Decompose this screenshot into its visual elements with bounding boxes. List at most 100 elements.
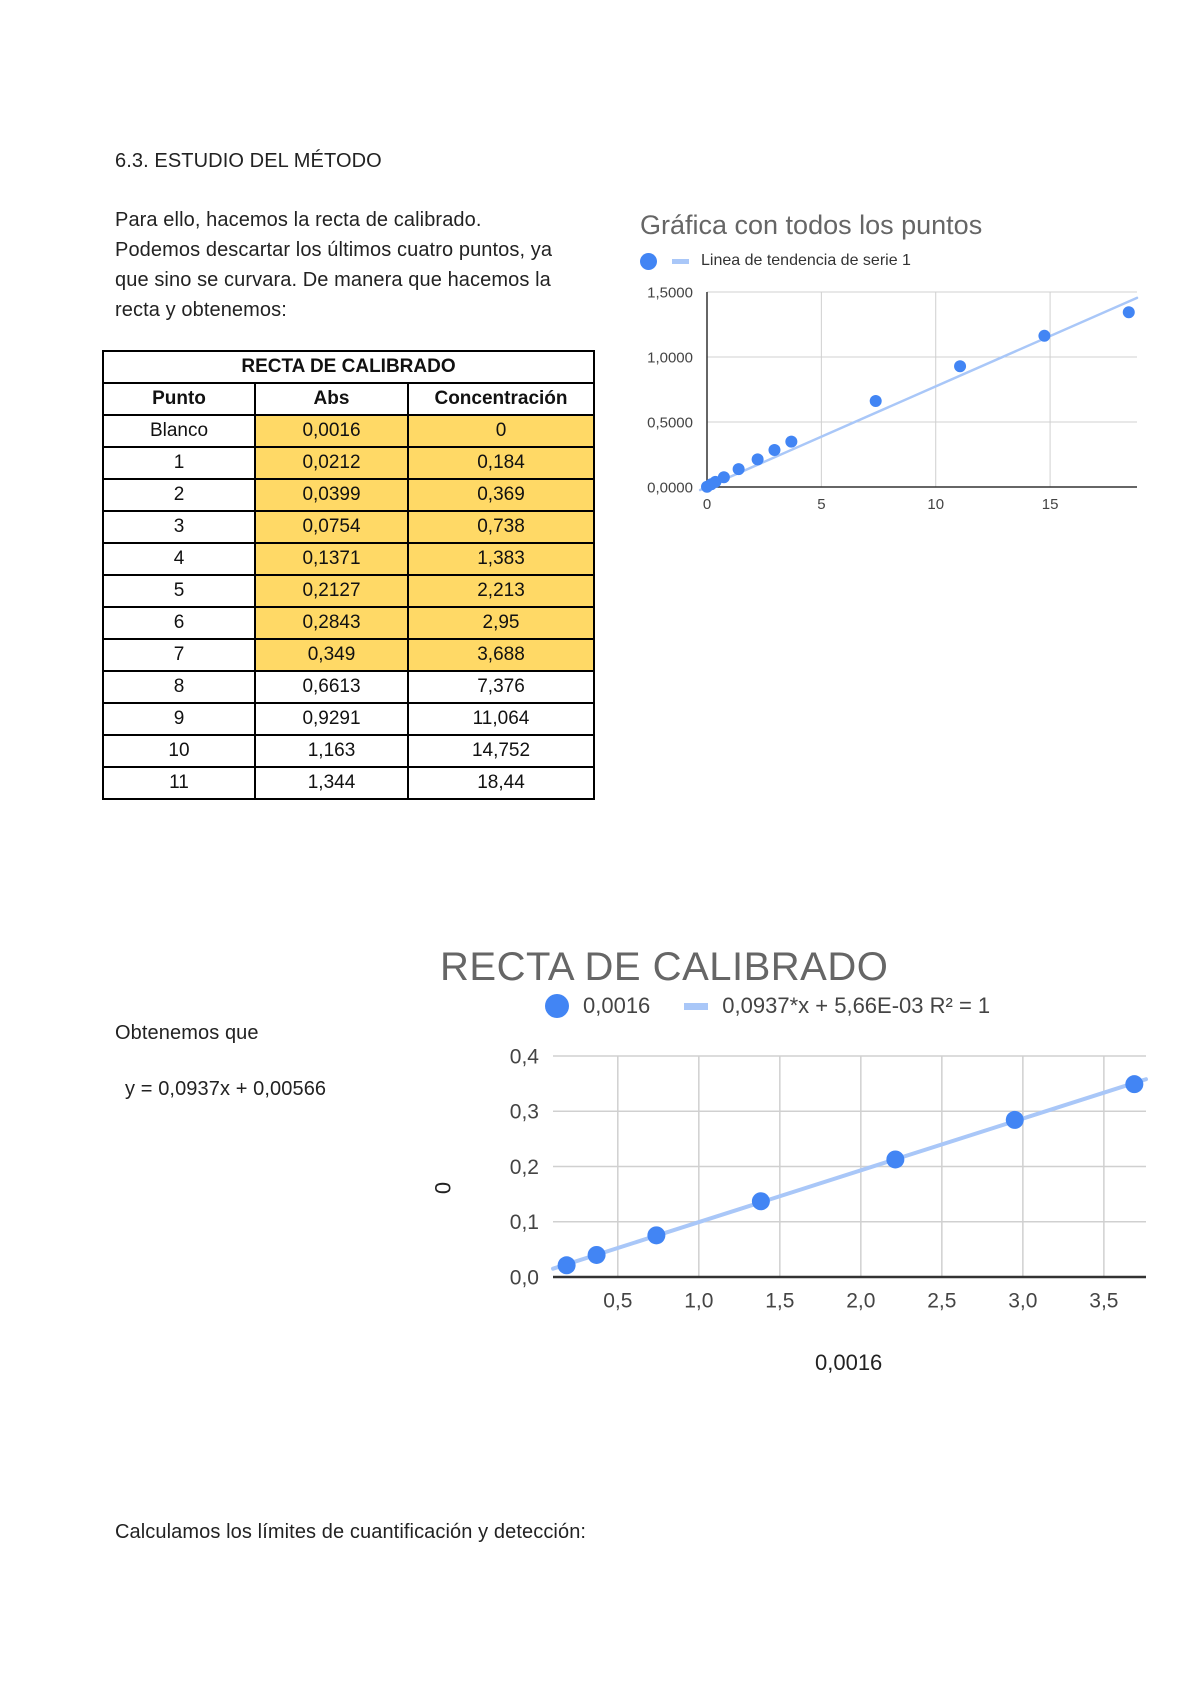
- y-tick-label: 0,2: [510, 1156, 539, 1179]
- data-point: [1038, 329, 1051, 342]
- cell-abs: 0,0754: [254, 510, 409, 544]
- y-tick-label: 0,0000: [647, 479, 693, 496]
- cell-punto: 3: [102, 510, 256, 544]
- chart2-legend: 0,0016 0,0937*x + 5,66E-03 R² = 1: [545, 993, 990, 1019]
- cell-abs: 0,0399: [254, 478, 409, 512]
- x-tick-label: 0: [703, 496, 711, 513]
- chart2-y-axis-title: 0: [430, 1181, 456, 1195]
- y-tick-label: 1,0000: [647, 349, 693, 366]
- table-row: 6 0,2843 2,95: [102, 606, 595, 640]
- y-tick-label: 0,0: [510, 1266, 539, 1289]
- cell-abs: 0,1371: [254, 542, 409, 576]
- data-point: [768, 444, 781, 457]
- x-tick-label: 1,0: [684, 1289, 713, 1312]
- intro-paragraph: Para ello, hacemos la recta de calibrado…: [115, 205, 615, 325]
- table-title: RECTA DE CALIBRADO: [102, 350, 595, 384]
- x-tick-label: 5: [817, 496, 825, 513]
- paragraph-line: que sino se curvara. De manera que hacem…: [115, 269, 551, 291]
- data-point: [717, 471, 730, 484]
- data-point: [869, 395, 882, 408]
- x-tick-label: 3,0: [1008, 1289, 1037, 1312]
- cell-conc: 18,44: [407, 766, 595, 800]
- series-dot-icon: [640, 252, 657, 270]
- cell-conc: 0: [407, 414, 595, 448]
- cell-abs: 0,2843: [254, 606, 409, 640]
- cell-abs: 0,0212: [254, 446, 409, 480]
- cell-punto: 4: [102, 542, 256, 576]
- table-row: Blanco 0,0016 0: [102, 414, 595, 448]
- table-row: 7 0,349 3,688: [102, 638, 595, 672]
- x-tick-label: 0,5: [603, 1289, 632, 1312]
- data-point: [1125, 1075, 1144, 1094]
- data-point: [647, 1226, 666, 1245]
- cell-conc: 0,184: [407, 446, 595, 480]
- calibration-table: RECTA DE CALIBRADO Punto Abs Concentraci…: [102, 350, 595, 800]
- cell-conc: 14,752: [407, 734, 595, 768]
- paragraph-line: recta y obtenemos:: [115, 299, 287, 321]
- cell-conc: 2,95: [407, 606, 595, 640]
- series-dot-icon: [545, 994, 569, 1018]
- trendline: [551, 1077, 1148, 1271]
- cell-punto: 6: [102, 606, 256, 640]
- y-tick-label: 0,3: [510, 1101, 539, 1124]
- data-point: [751, 453, 764, 466]
- table-row: 9 0,9291 11,064: [102, 702, 595, 736]
- data-point: [751, 1192, 770, 1211]
- x-tick-label: 15: [1042, 496, 1059, 513]
- trendline-swatch-icon: [684, 1002, 709, 1010]
- cell-abs: 0,0016: [254, 414, 409, 448]
- trendline: [698, 296, 1139, 492]
- paragraph-line: Para ello, hacemos la recta de calibrado…: [115, 209, 482, 231]
- chart1-legend: Linea de tendencia de serie 1: [640, 252, 911, 270]
- cell-abs: 0,2127: [254, 574, 409, 608]
- data-point: [785, 435, 798, 448]
- chart2-x-axis-title: 0,0016: [815, 1350, 883, 1375]
- cell-abs: 1,344: [254, 766, 409, 800]
- cell-punto: Blanco: [102, 414, 256, 448]
- trendline-swatch-icon: [672, 258, 689, 264]
- data-point: [587, 1245, 606, 1264]
- cell-conc: 11,064: [407, 702, 595, 736]
- chart2-title: RECTA DE CALIBRADO: [440, 945, 889, 989]
- cell-punto: 7: [102, 638, 256, 672]
- y-tick-label: 0,4: [510, 1045, 540, 1068]
- chart2-legend-trend: 0,0937*x + 5,66E-03 R² = 1: [722, 993, 991, 1018]
- cell-conc: 7,376: [407, 670, 595, 704]
- cell-abs: 1,163: [254, 734, 409, 768]
- cell-punto: 9: [102, 702, 256, 736]
- data-point: [954, 360, 967, 373]
- cell-punto: 10: [102, 734, 256, 768]
- cell-conc: 2,213: [407, 574, 595, 608]
- obtenemos-text: Obtenemos que: [115, 1022, 259, 1044]
- chart2-legend-series: 0,0016: [583, 993, 651, 1018]
- table-row: 4 0,1371 1,383: [102, 542, 595, 576]
- y-tick-label: 0,1: [510, 1211, 539, 1234]
- header-abs: Abs: [254, 382, 409, 416]
- x-tick-label: 1,5: [765, 1289, 794, 1312]
- header-concentracion: Concentración: [407, 382, 595, 416]
- table-row: 2 0,0399 0,369: [102, 478, 595, 512]
- header-punto: Punto: [102, 382, 256, 416]
- data-point: [709, 475, 722, 488]
- table-body: Blanco 0,0016 0 1 0,0212 0,184 2 0,0399 0,369 3 0,…: [102, 414, 595, 800]
- cell-abs: 0,349: [254, 638, 409, 672]
- data-point: [886, 1150, 905, 1169]
- cell-punto: 1: [102, 446, 256, 480]
- cell-conc: 0,738: [407, 510, 595, 544]
- data-point: [705, 478, 718, 491]
- table-row: 10 1,163 14,752: [102, 734, 595, 768]
- data-point: [701, 480, 713, 493]
- x-tick-label: 2,5: [927, 1289, 956, 1312]
- x-tick-label: 10: [927, 496, 944, 513]
- table-row: 8 0,6613 7,376: [102, 670, 595, 704]
- data-point: [1005, 1110, 1024, 1129]
- cell-punto: 2: [102, 478, 256, 512]
- equation-text: y = 0,0937x + 0,00566: [125, 1078, 327, 1100]
- y-tick-label: 0,5000: [647, 414, 693, 431]
- cell-conc: 3,688: [407, 638, 595, 672]
- data-point: [557, 1256, 576, 1275]
- cell-conc: 0,369: [407, 478, 595, 512]
- paragraph-line: Podemos descartar los últimos cuatro pun…: [115, 239, 553, 261]
- table-row: 5 0,2127 2,213: [102, 574, 595, 608]
- y-tick-label: 1,5000: [647, 284, 693, 301]
